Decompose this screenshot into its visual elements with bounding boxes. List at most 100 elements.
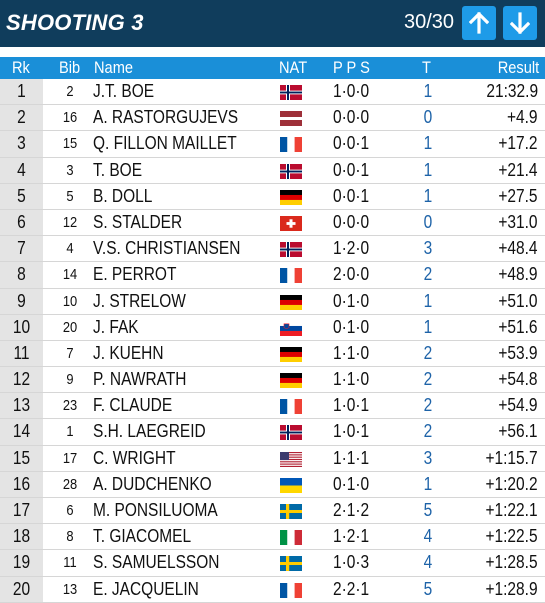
table-row[interactable]: 17 6 M. PONSILUOMA 2·1·2 5 +1:22.1: [0, 498, 545, 525]
result-cell: 21:32.9: [486, 81, 538, 101]
bib-cell: 11: [63, 554, 77, 572]
result-cell: +54.9: [498, 395, 538, 416]
table-row[interactable]: 15 17 C. WRIGHT 1·1·1 3 +1:15.7: [0, 445, 545, 472]
penalty-total-cell: 2: [423, 264, 433, 285]
column-header-row: Rk Bib Name NAT P P S T Result: [0, 57, 545, 79]
shooting-pps-cell: 1·0·1: [333, 395, 370, 416]
table-row[interactable]: 16 28 A. DUDCHENKO 0·1·0 1 +1:20.2: [0, 471, 545, 498]
bib-cell: 20: [62, 318, 78, 336]
rank-cell: 6: [17, 211, 26, 232]
shooting-pps-cell: 0·1·0: [333, 473, 370, 494]
column-header-t: T: [422, 58, 431, 77]
rank-cell: 10: [12, 316, 31, 337]
result-cell: +54.8: [498, 369, 538, 390]
bib-cell: 10: [62, 292, 78, 310]
table-row[interactable]: 12 9 P. NAWRATH 1·1·0 2 +54.8: [0, 367, 545, 394]
penalty-total-cell: 5: [423, 500, 433, 520]
athlete-name: T. GIACOMEL: [93, 526, 192, 547]
rank-cell-bg: [0, 79, 43, 105]
bib-cell: 12: [62, 213, 78, 231]
athlete-name: P. NAWRATH: [93, 369, 187, 390]
athlete-name: J.T. BOE: [93, 81, 155, 101]
flag-swe-icon: [280, 556, 302, 572]
table-row[interactable]: 8 14 E. PERROT 2·0·0 2 +48.9: [0, 262, 545, 289]
table-row[interactable]: 5 5 B. DOLL 0·0·1 1 +27.5: [0, 183, 545, 210]
rank-cell-bg: [0, 419, 43, 445]
rank-cell: 20: [12, 578, 31, 599]
table-row[interactable]: 18 8 T. GIACOMEL 1·2·1 4 +1:22.5: [0, 524, 545, 551]
table-row[interactable]: 10 20 J. FAK 0·1·0 1 +51.6: [0, 314, 545, 341]
athlete-name: J. KUEHN: [93, 342, 164, 363]
shooting-pps-cell: 2·0·0: [333, 264, 370, 285]
bib-cell: 23: [62, 397, 78, 415]
table-row[interactable]: 2 16 A. RASTORGUJEVS 0·0·0 0 +4.9: [0, 105, 545, 132]
flag-nor-icon: [280, 425, 302, 441]
flag-ukr-icon: [280, 477, 302, 493]
table-row[interactable]: 1 2 J.T. BOE 1·0·0 1 21:32.9: [0, 79, 545, 106]
rank-cell-bg: [0, 288, 43, 314]
flag-sui-icon: [280, 215, 302, 231]
table-row[interactable]: 6 12 S. STALDER 0·0·0 0 +31.0: [0, 209, 545, 237]
penalty-total-cell: 1: [423, 290, 433, 311]
table-row[interactable]: 20 13 E. JACQUELIN 2·2·1 5 +1:28.9: [0, 576, 545, 603]
scroll-down-button[interactable]: [503, 6, 537, 40]
flag-lat-icon: [280, 111, 302, 127]
bib-cell: 9: [66, 371, 74, 389]
table-row[interactable]: 7 4 V.S. CHRISTIANSEN 1·2·0 3 +48.4: [0, 236, 545, 263]
rank-cell: 11: [13, 342, 30, 363]
rank-cell-bg: [0, 393, 43, 419]
penalty-total-cell: 1: [423, 159, 433, 180]
penalty-total-cell: 0: [423, 211, 433, 232]
athlete-name: Q. FILLON MAILLET: [93, 133, 237, 154]
shooting-pps-cell: 2·1·2: [333, 500, 370, 520]
penalty-total-cell: 3: [423, 447, 433, 468]
flag-fra-icon: [280, 268, 302, 284]
penalty-total-cell: 2: [423, 421, 433, 442]
shooting-pps-cell: 0·0·0: [333, 211, 370, 232]
bib-cell: 15: [62, 135, 78, 153]
result-cell: +48.4: [498, 238, 538, 259]
penalty-total-cell: 0: [423, 107, 433, 128]
result-cell: +53.9: [498, 342, 538, 363]
table-row[interactable]: 19 11 S. SAMUELSSON 1·0·3 4 +1:28.5: [0, 550, 545, 577]
penalty-total-cell: 2: [423, 342, 433, 363]
page-counter: 30/30: [404, 11, 455, 33]
flag-fra-icon: [280, 137, 302, 153]
rank-cell: 13: [12, 395, 31, 416]
table-row[interactable]: 14 1 S.H. LAEGREID 1·0·1 2 +56.1: [0, 419, 545, 446]
table-row[interactable]: 4 3 T. BOE 0·0·1 1 +21.4: [0, 157, 545, 184]
bib-cell: 8: [66, 528, 74, 546]
flag-nor-icon: [280, 163, 302, 179]
result-cell: +1:22.5: [485, 526, 538, 547]
rank-cell: 7: [17, 238, 26, 259]
rank-cell-bg: [0, 576, 43, 602]
shooting-pps-cell: 0·0·1: [333, 133, 370, 154]
result-cell: +27.5: [498, 185, 538, 206]
penalty-total-cell: 1: [423, 133, 433, 154]
bib-cell: 17: [62, 449, 78, 467]
result-cell: +1:15.7: [485, 447, 538, 468]
bib-cell: 4: [66, 240, 74, 258]
shooting-pps-cell: 2·2·1: [333, 578, 370, 599]
column-header-rank: Rk: [12, 58, 30, 77]
table-row[interactable]: 11 7 J. KUEHN 1·1·0 2 +53.9: [0, 340, 545, 368]
shooting-pps-cell: 0·1·0: [333, 316, 370, 337]
rank-cell: 1: [17, 81, 26, 101]
shooting-pps-cell: 1·1·1: [333, 447, 370, 468]
athlete-name: E. JACQUELIN: [93, 578, 199, 599]
bib-cell: 3: [66, 161, 74, 179]
shooting-pps-cell: 1·2·0: [333, 238, 370, 259]
table-row[interactable]: 9 10 J. STRELOW 0·1·0 1 +51.0: [0, 288, 545, 315]
table-row[interactable]: 3 15 Q. FILLON MAILLET 0·0·1 1 +17.2: [0, 131, 545, 158]
bib-cell: 13: [62, 580, 78, 598]
rank-cell-bg: [0, 498, 43, 524]
scroll-up-button[interactable]: [462, 6, 496, 40]
result-cell: +51.0: [498, 290, 538, 311]
table-row[interactable]: 13 23 F. CLAUDE 1·0·1 2 +54.9: [0, 393, 545, 420]
rank-cell-bg: [0, 262, 43, 288]
rank-cell-bg: [0, 471, 43, 497]
bib-cell: 6: [66, 502, 74, 519]
rank-cell: 9: [17, 290, 26, 311]
result-cell: +56.1: [498, 421, 538, 442]
result-cell: +1:20.2: [485, 473, 538, 494]
